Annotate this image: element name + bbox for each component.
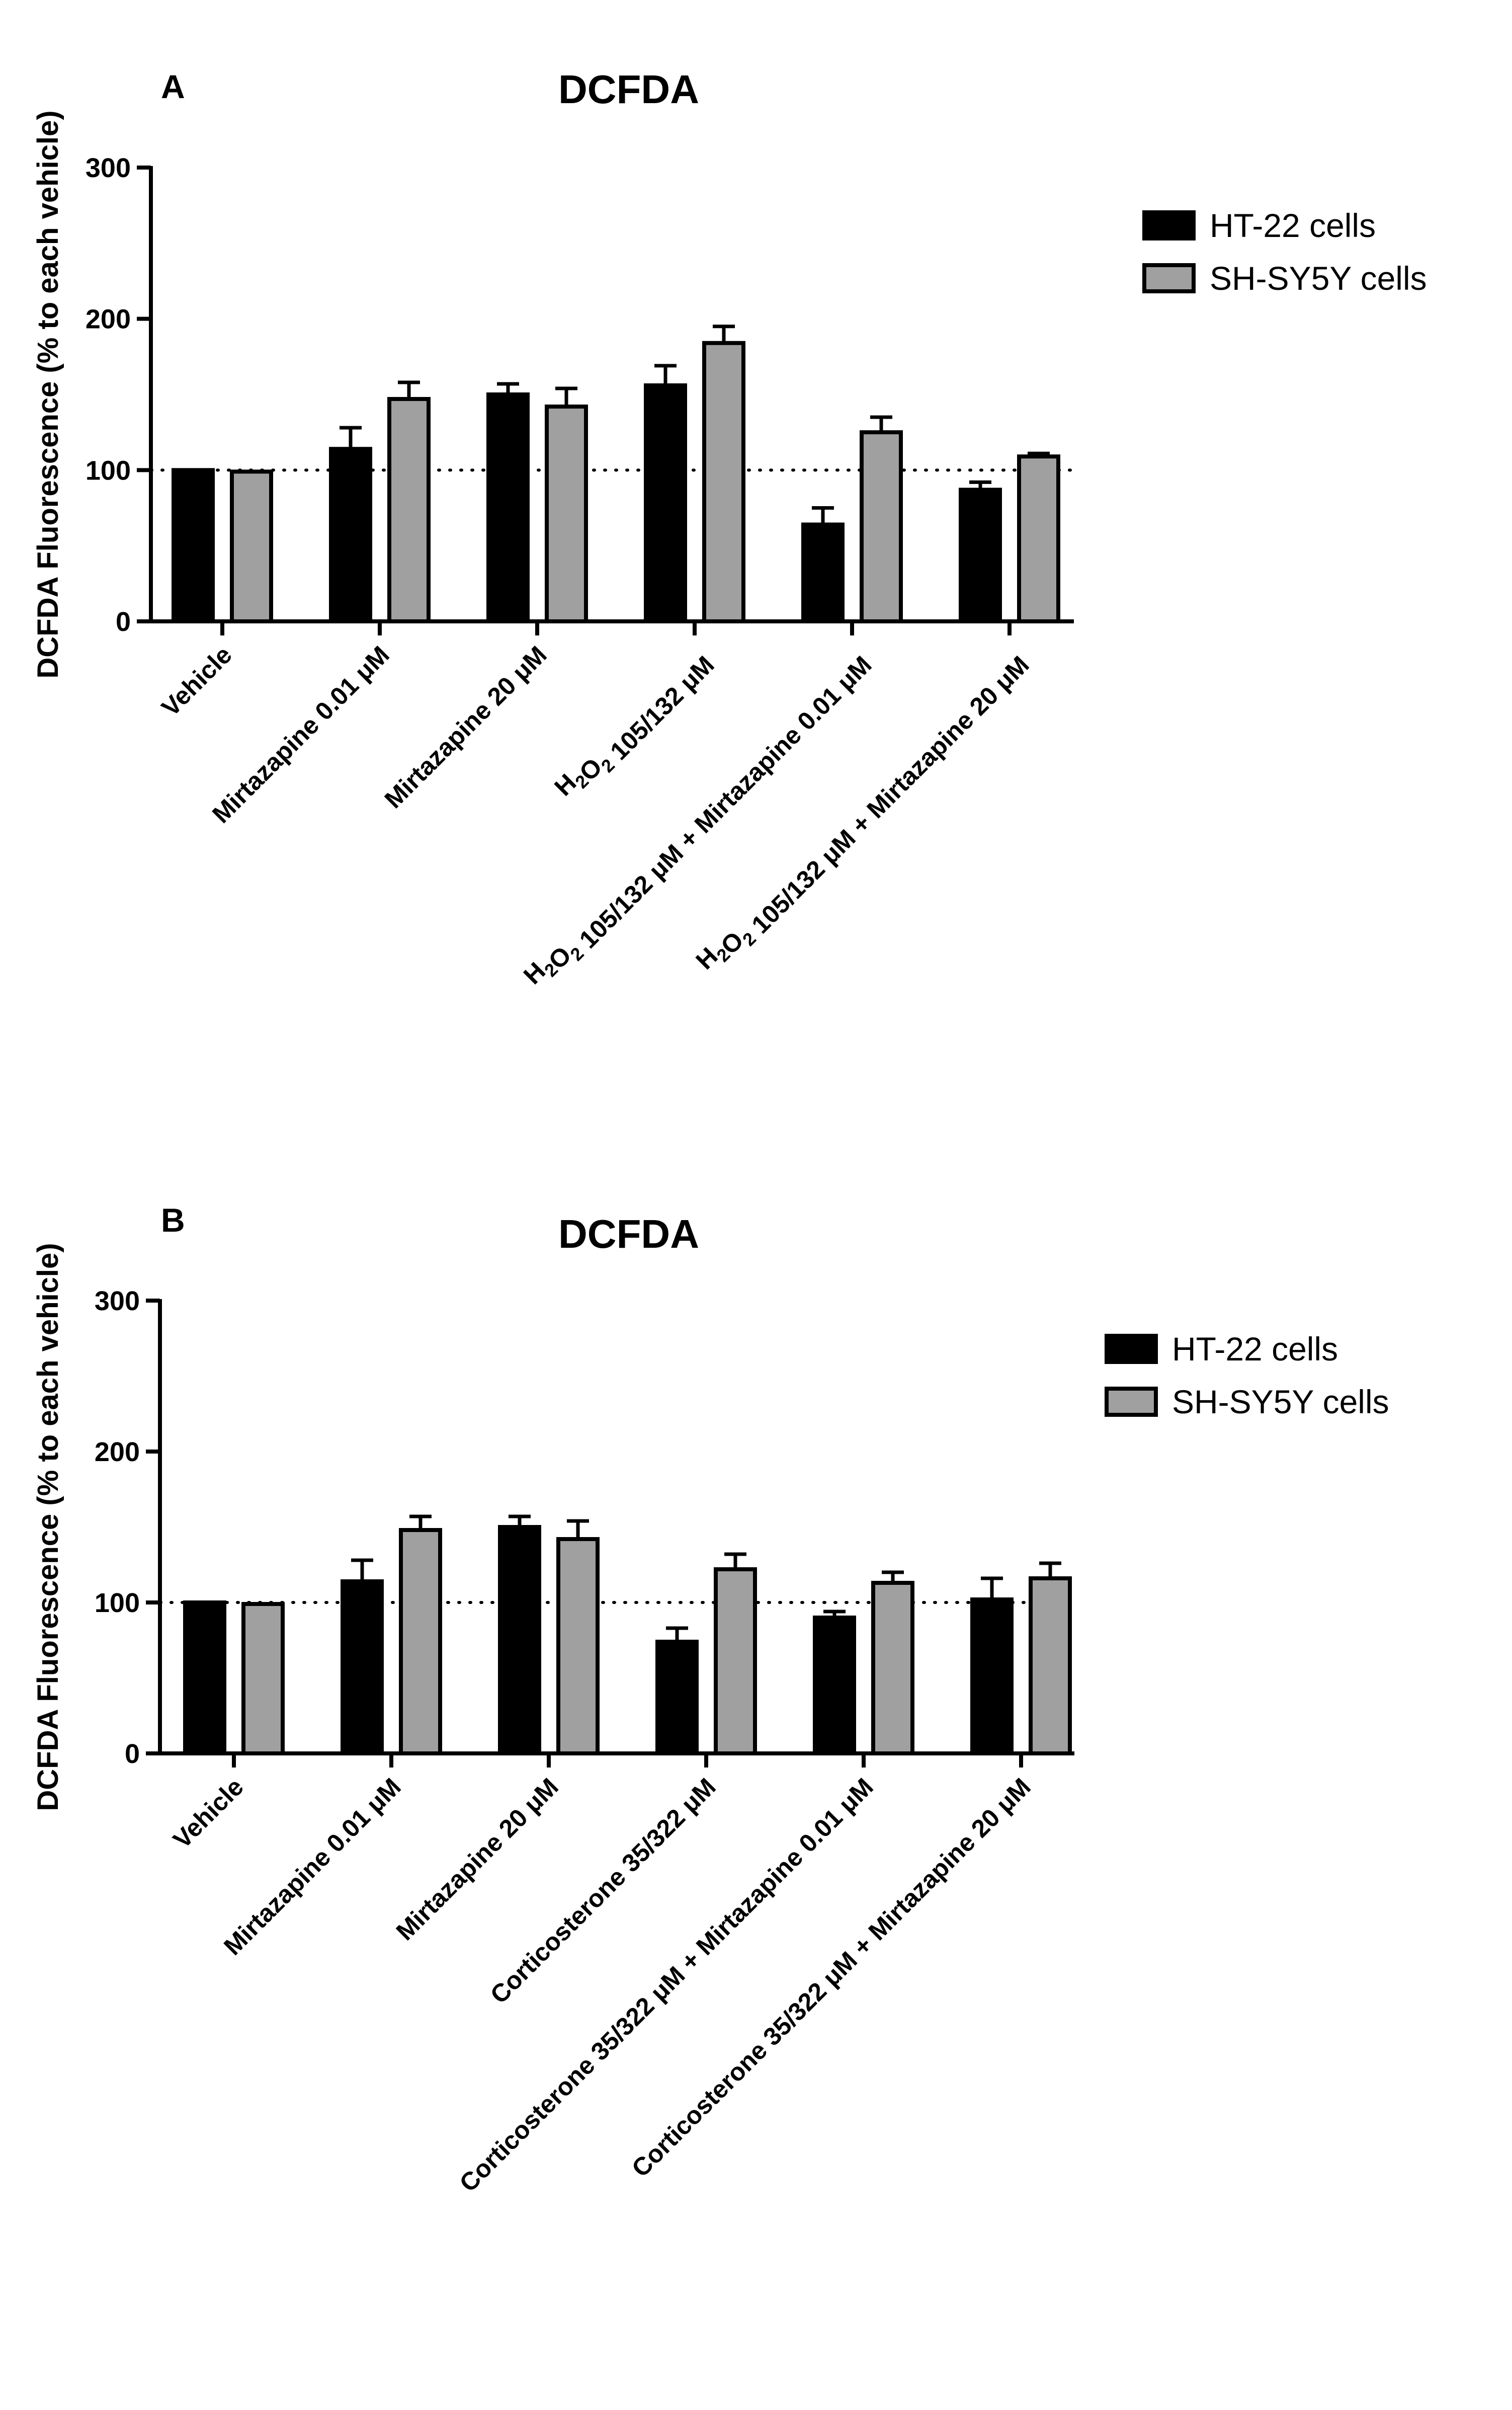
bar-shsy5y	[1017, 454, 1060, 623]
chart-title: DCFDA	[558, 67, 699, 112]
x-tick-label: H2O2 105/132 μM + Mirtazapine 20 μM	[690, 640, 1034, 985]
legend-label-ht22: HT-22 cells	[1172, 1330, 1338, 1368]
x-tick-label: Mirtazapine 0.01 μM	[218, 1773, 406, 1961]
bar-shsy5y	[545, 405, 588, 623]
bar-ht22	[486, 392, 530, 623]
bar-shsy5y	[230, 469, 273, 624]
x-tick-label: H2O2 105/132 μM	[549, 640, 719, 811]
y-tick-label: 300	[95, 1286, 140, 1316]
panel-letter: B	[161, 1201, 185, 1239]
legend-swatch-shsy5y	[1142, 263, 1196, 293]
chart-panel-b: B DCFDA DCFDA Fluorescence (% to each vehi…	[32, 1201, 1389, 2197]
x-tick-label: Mirtazapine 20 μM	[379, 640, 552, 814]
x-tick-label: Mirtazapine 0.01 μM	[207, 640, 395, 829]
bar-ht22	[970, 1597, 1014, 1755]
x-tick-label: Vehicle	[156, 640, 237, 721]
bar-ht22	[341, 1579, 384, 1755]
y-tick-label: 300	[86, 153, 131, 183]
y-axis-label: DCFDA Fluorescence (% to each vehicle)	[32, 1243, 64, 1811]
y-tick-label: 100	[95, 1588, 140, 1618]
legend-label-ht22: HT-22 cells	[1210, 207, 1376, 244]
bar-ht22	[801, 522, 845, 624]
x-tick-label: Mirtazapine 20 μM	[391, 1773, 564, 1946]
y-axis-label: DCFDA Fluorescence (% to each vehicle)	[32, 110, 64, 678]
y-tick-label: 0	[116, 607, 131, 637]
legend-swatch-ht22	[1142, 210, 1196, 240]
bar-shsy5y	[1029, 1576, 1072, 1755]
bar-ht22	[498, 1525, 541, 1755]
bar-shsy5y	[387, 397, 431, 624]
legend-label-shsy5y: SH-SY5Y cells	[1172, 1383, 1389, 1420]
chart-title: DCFDA	[558, 1212, 699, 1256]
x-tick-label: H2O2 105/132 μM + Mirtazapine 0.01 μM	[518, 640, 877, 1000]
panel-letter: A	[161, 68, 185, 105]
bar-ht22	[644, 383, 687, 624]
bar-shsy5y	[871, 1581, 914, 1755]
bar-shsy5y	[399, 1528, 442, 1755]
legend-label-shsy5y: SH-SY5Y cells	[1210, 260, 1427, 297]
bar-shsy5y	[714, 1567, 757, 1755]
bar-shsy5y	[702, 341, 745, 623]
bar-ht22	[655, 1640, 699, 1755]
bar-shsy5y	[241, 1602, 285, 1755]
bar-ht22	[183, 1600, 226, 1755]
bar-ht22	[813, 1616, 856, 1755]
y-tick-label: 100	[86, 455, 131, 486]
y-tick-label: 200	[95, 1437, 140, 1467]
bar-ht22	[959, 488, 1002, 623]
legend-swatch-shsy5y	[1105, 1387, 1158, 1417]
x-tick-label: Vehicle	[167, 1773, 248, 1854]
legend-swatch-ht22	[1105, 1334, 1158, 1364]
bar-ht22	[172, 468, 215, 623]
y-tick-label: 0	[125, 1739, 140, 1769]
chart-panel-a: A DCFDA DCFDA Fluorescence (% to each vehi…	[32, 67, 1427, 1000]
y-tick-label: 200	[86, 304, 131, 335]
bar-shsy5y	[860, 430, 903, 624]
bar-shsy5y	[556, 1537, 600, 1755]
bar-ht22	[329, 447, 372, 623]
